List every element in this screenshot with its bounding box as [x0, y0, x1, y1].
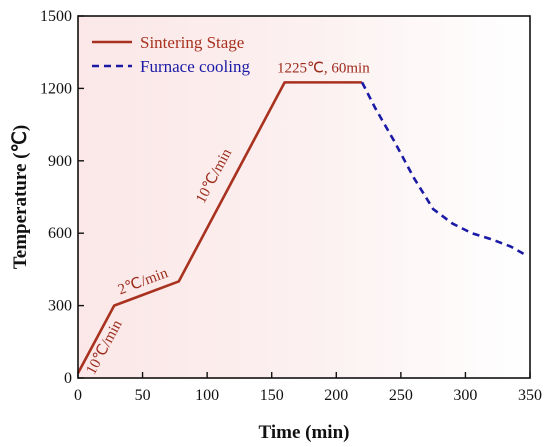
series-line-sintering-stage [76, 81, 363, 374]
legend-label-0: Sintering Stage [140, 33, 244, 52]
x-axis-title: Time (min) [259, 422, 350, 443]
x-tick-label-1: 50 [135, 387, 151, 404]
legend: Sintering Stage Furnace cooling [92, 33, 250, 76]
y-tick-label-1: 300 [48, 298, 72, 315]
series-layer [76, 81, 525, 374]
series-line-furnace-cooling [360, 81, 525, 255]
plot-frame [77, 15, 531, 379]
annotation-3: 1225℃, 60min [277, 60, 370, 76]
y-tick-label-0: 0 [64, 370, 72, 387]
y-tick-label-4: 1200 [40, 80, 72, 97]
y-tick-label-3: 900 [48, 153, 72, 170]
x-tick-label-2: 100 [195, 387, 219, 404]
y-tick-label-2: 600 [48, 225, 72, 242]
x-tick-label-7: 350 [518, 387, 542, 404]
x-tick-label-6: 300 [453, 387, 477, 404]
x-tick-label-5: 250 [389, 387, 413, 404]
x-tick-label-0: 0 [74, 387, 82, 404]
plot-background [78, 16, 530, 378]
x-tick-label-4: 200 [324, 387, 348, 404]
x-tick-label-3: 150 [260, 387, 284, 404]
ticks-layer: 0 50 100 150 200 250 300 350 0 300 600 900 1200 1500 [40, 8, 542, 404]
y-tick-label-5: 1500 [40, 8, 72, 25]
legend-label-1: Furnace cooling [140, 57, 250, 76]
y-axis-title: Temperature (℃) [10, 125, 31, 269]
